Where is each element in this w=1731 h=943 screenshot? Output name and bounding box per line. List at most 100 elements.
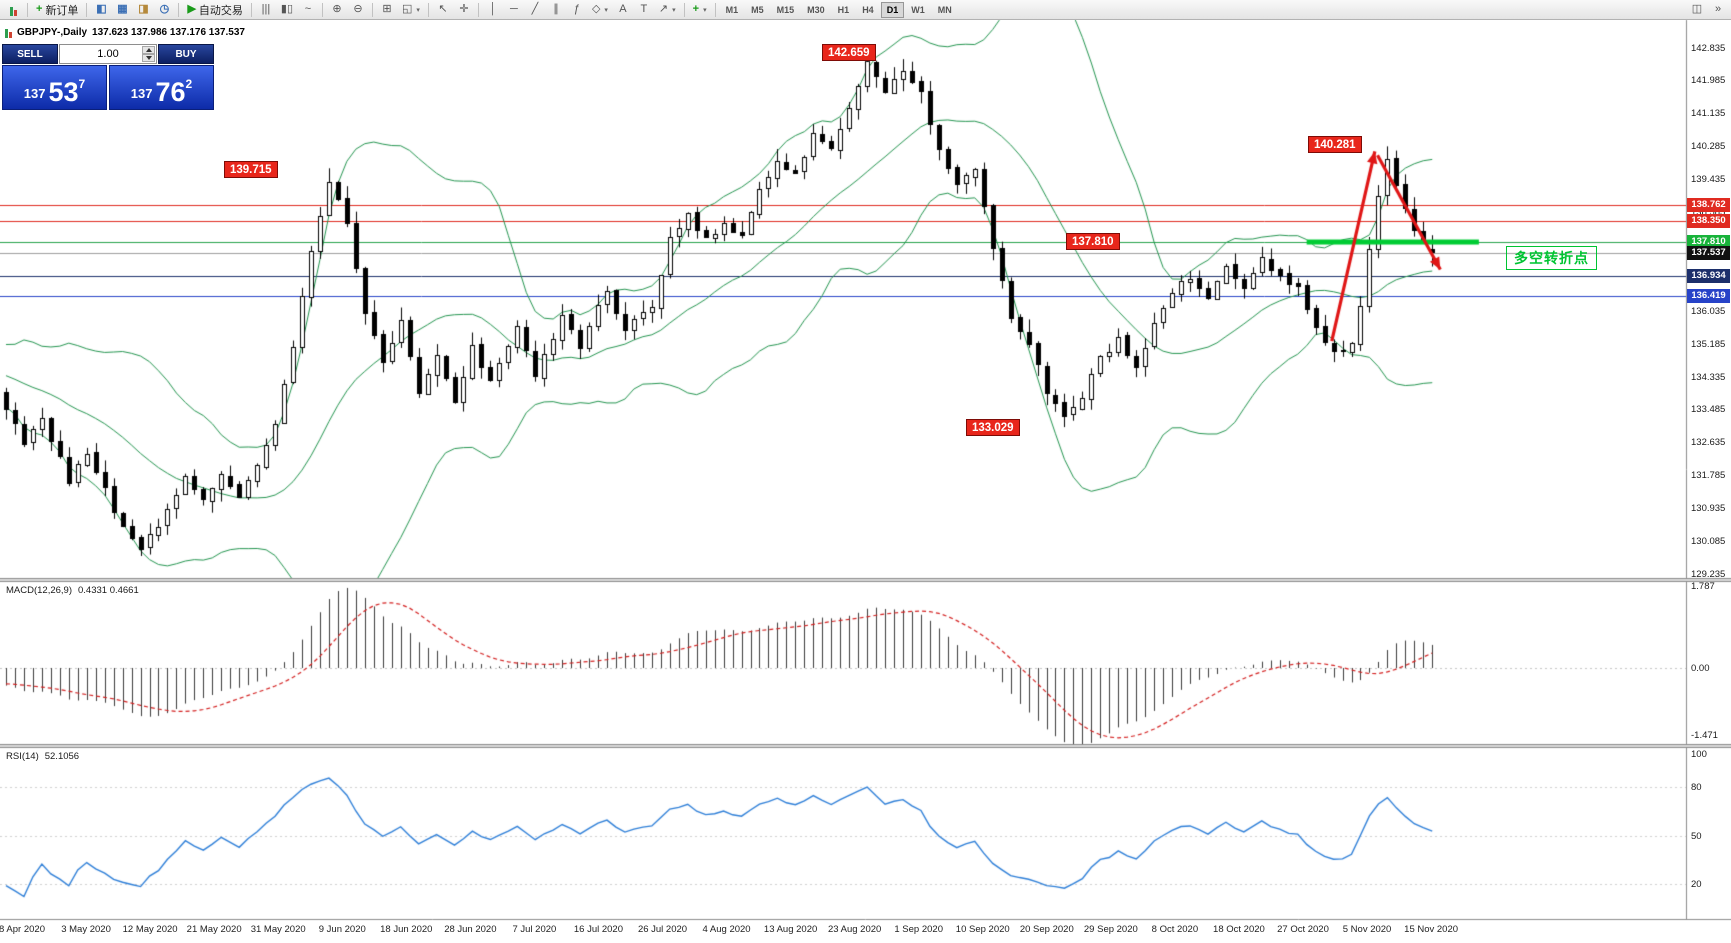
- dropdown-arrow-icon: ▾: [672, 6, 676, 14]
- trendline-icon: ╱: [531, 3, 539, 15]
- new-order-button[interactable]: + 新订单: [32, 1, 82, 19]
- market-watch-button[interactable]: ◧: [91, 1, 111, 19]
- candlestick-chart-icon: ▮▯: [280, 3, 294, 15]
- toolbar-separator: [322, 2, 324, 17]
- autotrading-button[interactable]: ▶ 自动交易: [183, 1, 246, 19]
- crosshair-button[interactable]: ✛: [454, 1, 474, 19]
- equidistant-channel-icon: ∥: [553, 3, 559, 15]
- timeframe-mn-button[interactable]: MN: [937, 4, 952, 15]
- sell-price-main: 137: [23, 86, 46, 101]
- data-window-icon: ▦: [117, 3, 128, 15]
- autotrading-label: 自动交易: [198, 4, 243, 17]
- toolbar-separator: [250, 2, 252, 17]
- buy-price-main: 137: [130, 86, 153, 101]
- shapes-button[interactable]: ◇ ▾: [588, 1, 612, 19]
- volume-down-button[interactable]: [142, 54, 155, 62]
- sell-price-button[interactable]: 137 53 7: [2, 65, 107, 110]
- autotrading-icon: ▶: [187, 3, 196, 15]
- line-chart-icon: ~: [304, 3, 312, 15]
- buy-price-button[interactable]: 137 76 2: [109, 65, 214, 110]
- toolbar-separator: [477, 2, 479, 17]
- vertical-line-icon: │: [489, 3, 497, 15]
- auto-scroll-button[interactable]: »: [1708, 1, 1728, 19]
- dropdown-arrow-icon: ▾: [416, 6, 420, 14]
- terminal-icon: ◷: [159, 3, 170, 15]
- market-watch-icon: ◧: [96, 3, 107, 15]
- volume-field[interactable]: 1.00: [59, 44, 157, 64]
- arrange-windows-button[interactable]: ◱ ▾: [398, 1, 424, 19]
- toolbar: + 新订单 ◧ ▦ ◨ ◷ ▶ 自动交易 ||| ▮▯ ~ ⊕ ⊖ ⊞ ◱ ▾ ↖ ✛ │ ─ ╱ ∥ ƒ ◇ ▾ A T ↗ ▾ + ▾ M…: [0, 0, 1731, 20]
- arrow-up-icon: [145, 48, 152, 52]
- arrange-windows-icon: ◱: [402, 3, 413, 15]
- terminal-button[interactable]: ◷: [154, 1, 174, 19]
- shapes-icon: ◇: [591, 3, 601, 15]
- trendline-button[interactable]: ╱: [525, 1, 545, 19]
- tile-windows-icon: ⊞: [382, 3, 392, 15]
- horizontal-line-icon: ─: [510, 3, 518, 15]
- navigator-icon: ◨: [138, 3, 149, 15]
- toolbar-separator: [86, 2, 88, 17]
- tile-windows-button[interactable]: ⊞: [377, 1, 397, 19]
- toolbar-separator: [372, 2, 374, 17]
- text-label-button[interactable]: T: [634, 1, 654, 19]
- dropdown-arrow-icon: ▾: [604, 6, 608, 14]
- arrow-tools-icon: ↗: [658, 3, 669, 15]
- sell-price-fraction: 7: [78, 77, 86, 91]
- fibonacci-icon: ƒ: [573, 3, 580, 15]
- timeframe-m1-button[interactable]: M1: [725, 4, 739, 15]
- candlestick-icon: [9, 4, 17, 16]
- arrow-down-icon: [145, 56, 152, 60]
- timeframe-w1-button[interactable]: W1: [911, 4, 925, 15]
- timeframe-h4-button[interactable]: H4: [862, 4, 874, 15]
- bar-chart-icon: |||: [261, 3, 271, 15]
- dropdown-arrow-icon: ▾: [703, 6, 707, 14]
- sell-button[interactable]: SELL: [2, 44, 58, 64]
- equidistant-channel-button[interactable]: ∥: [546, 1, 566, 19]
- buy-button[interactable]: BUY: [158, 44, 214, 64]
- volume-up-button[interactable]: [142, 46, 155, 54]
- auto-scroll-icon: »: [1714, 3, 1722, 15]
- text-icon: A: [619, 3, 627, 15]
- time-axis[interactable]: [0, 920, 1686, 943]
- bar-chart-button[interactable]: |||: [256, 1, 276, 19]
- data-window-button[interactable]: ▦: [112, 1, 132, 19]
- fibonacci-button[interactable]: ƒ: [567, 1, 587, 19]
- buy-price-pips: 76: [155, 77, 186, 108]
- volume-value: 1.00: [97, 48, 119, 60]
- horizontal-line-button[interactable]: ─: [504, 1, 524, 19]
- buy-price-fraction: 2: [185, 77, 193, 91]
- price-axis[interactable]: [1687, 20, 1731, 919]
- crosshair-icon: ✛: [459, 3, 469, 15]
- toolbar-separator: [683, 2, 685, 17]
- chart-shift-button[interactable]: ◫: [1687, 1, 1707, 19]
- cursor-button[interactable]: ↖: [433, 1, 453, 19]
- vertical-line-button[interactable]: │: [483, 1, 503, 19]
- arrow-tools-button[interactable]: ↗ ▾: [655, 1, 680, 19]
- timeframe-m30-button[interactable]: M30: [807, 4, 825, 15]
- timeframe-d1-button[interactable]: D1: [880, 1, 905, 18]
- zoom-in-icon: ⊕: [332, 3, 342, 15]
- new-order-label: 新订单: [45, 4, 79, 17]
- toolbar-separator: [427, 2, 429, 17]
- one-click-trading-panel: SELL 1.00 BUY 137 53 7 137 76 2: [2, 44, 214, 110]
- timeframe-m5-button[interactable]: M5: [751, 4, 764, 15]
- sell-price-pips: 53: [48, 77, 79, 108]
- navigator-button[interactable]: ◨: [133, 1, 153, 19]
- line-chart-button[interactable]: ~: [298, 1, 318, 19]
- timeframe-m15-button[interactable]: M15: [776, 4, 795, 15]
- toolbar-separator: [714, 2, 716, 17]
- zoom-in-button[interactable]: ⊕: [327, 1, 347, 19]
- text-label-icon: T: [640, 3, 648, 15]
- indicators-button[interactable]: + ▾: [689, 1, 711, 19]
- indicators-icon: +: [692, 3, 700, 15]
- timeframe-h1-button[interactable]: H1: [837, 4, 850, 15]
- toolbar-separator: [27, 2, 28, 17]
- new-order-icon: +: [36, 3, 43, 15]
- text-button[interactable]: A: [613, 1, 633, 19]
- toolbar-separator: [178, 2, 180, 17]
- zoom-out-button[interactable]: ⊖: [348, 1, 368, 19]
- chart-window-button[interactable]: [3, 1, 23, 19]
- chart-shift-icon: ◫: [1691, 3, 1703, 15]
- candlestick-chart-button[interactable]: ▮▯: [277, 1, 297, 19]
